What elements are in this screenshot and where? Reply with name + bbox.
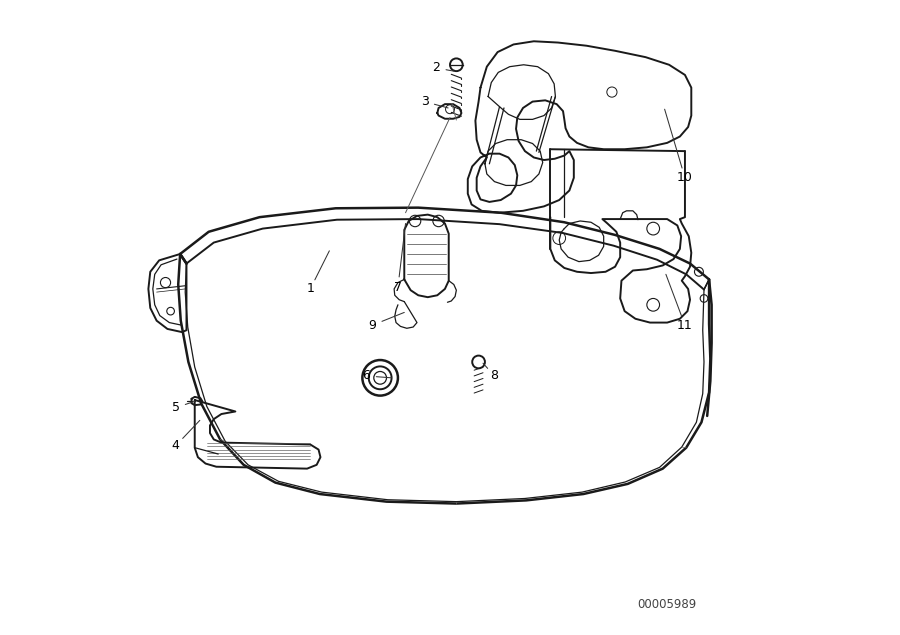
- Text: 10: 10: [677, 171, 693, 184]
- Text: 4: 4: [172, 439, 180, 452]
- Text: 7: 7: [394, 281, 402, 293]
- Text: 6: 6: [362, 370, 370, 382]
- Text: 8: 8: [491, 370, 499, 382]
- Text: 3: 3: [420, 95, 428, 108]
- Text: 1: 1: [306, 283, 314, 295]
- Text: 00005989: 00005989: [637, 598, 697, 611]
- Text: 2: 2: [432, 62, 440, 74]
- Text: 11: 11: [677, 319, 693, 331]
- Text: 9: 9: [369, 319, 376, 331]
- Text: 5: 5: [172, 401, 180, 414]
